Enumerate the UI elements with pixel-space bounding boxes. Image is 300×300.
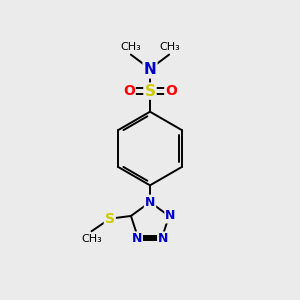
- Text: CH₃: CH₃: [120, 42, 141, 52]
- Text: N: N: [145, 196, 155, 208]
- Text: N: N: [132, 232, 142, 245]
- Text: S: S: [145, 84, 155, 99]
- Text: N: N: [144, 62, 156, 77]
- Text: S: S: [105, 212, 115, 226]
- Text: O: O: [123, 84, 135, 98]
- Text: CH₃: CH₃: [81, 234, 102, 244]
- Text: N: N: [158, 232, 168, 245]
- Text: O: O: [165, 84, 177, 98]
- Text: CH₃: CH₃: [159, 42, 180, 52]
- Text: N: N: [165, 209, 176, 223]
